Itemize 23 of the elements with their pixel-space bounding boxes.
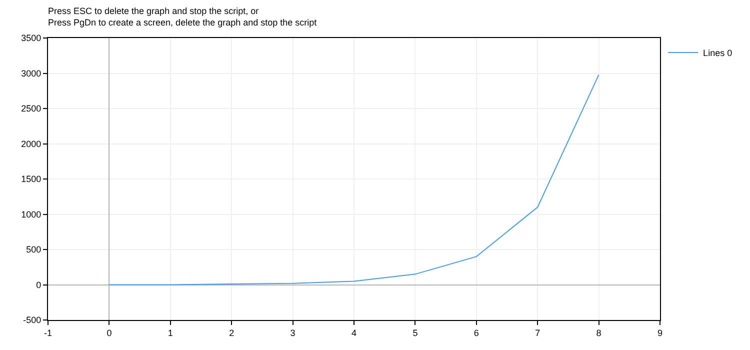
line-series [108,74,600,286]
chart-title: Press ESC to delete the graph and stop the script, or Press PgDn to create a screen, delete the graph and stop the script [48,6,318,28]
x-tick-label: 0 [106,328,112,338]
y-tick-label: 1000 [21,209,42,220]
x-tick-label: 8 [596,328,602,338]
x-tick-label: 3 [290,328,296,338]
y-tick-label: 2000 [21,138,42,149]
x-tick-label: 9 [657,328,663,338]
x-tick-label: 5 [412,328,418,338]
x-tick-label: 7 [535,328,540,338]
y-tick-label: 2500 [21,104,42,114]
x-tick-label: 4 [351,328,357,338]
y-tick-label: 3500 [21,33,42,44]
y-tick-label: -500 [23,315,42,326]
x-tick-label: -1 [44,328,52,338]
x-tick-label: 1 [168,328,173,338]
y-tick-label: 0 [36,280,42,290]
y-tick-label: 1500 [21,174,42,184]
x-tick-label: 6 [474,328,479,338]
legend-label: Lines 0 [703,48,732,58]
y-tick-label: 500 [26,244,42,255]
y-tick-label: 3000 [21,68,42,78]
x-tick-label: 2 [229,328,234,338]
